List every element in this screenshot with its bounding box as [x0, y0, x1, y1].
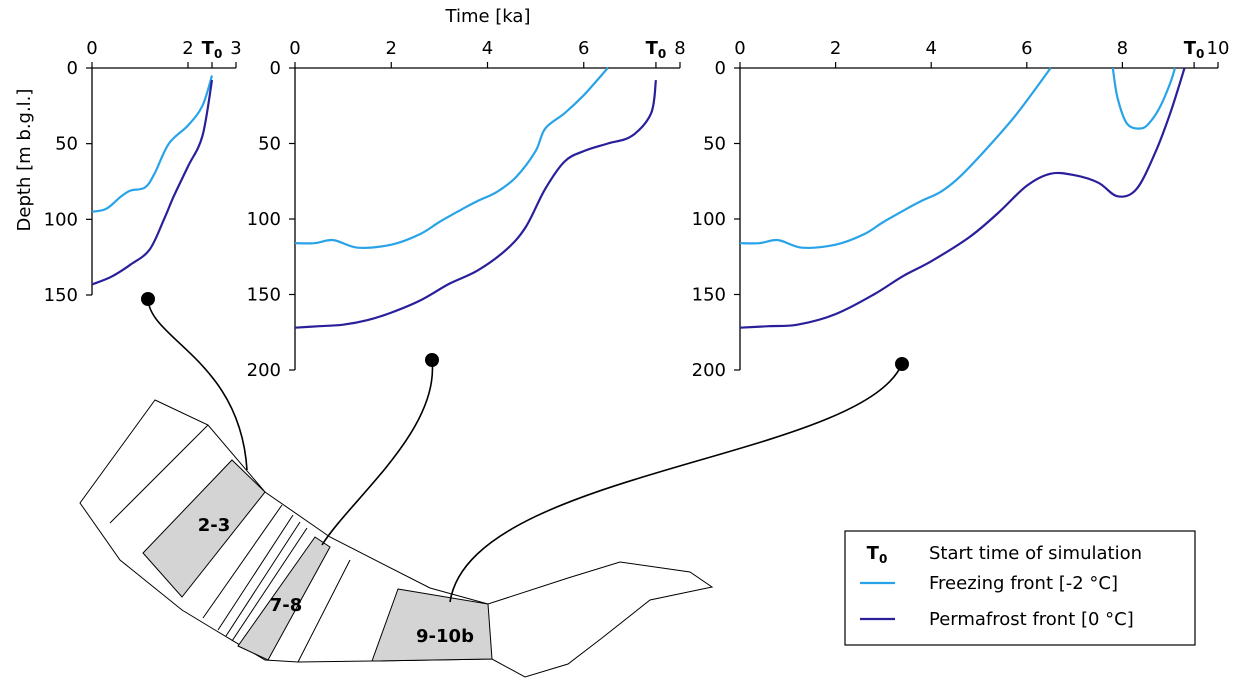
permafrost-front-line: [91, 79, 214, 286]
permafrost-front-line: [294, 79, 657, 329]
t0-label: T0: [646, 38, 667, 61]
x-tick-label: 0: [734, 38, 745, 59]
connector-line-7-8: [321, 359, 434, 546]
connector-dot-2-3: [141, 292, 155, 306]
y-tick-label: 50: [258, 134, 281, 155]
freezing-front-line: [1111, 67, 1177, 130]
x-tick-label: 8: [674, 38, 685, 59]
legend-t0-symbol: T0: [867, 543, 888, 566]
section-line: [202, 504, 283, 619]
connector-line-9-10b: [449, 363, 903, 603]
x-tick-label: 4: [925, 38, 936, 59]
y-tick-label: 150: [44, 285, 78, 306]
time-axis-title: Time [ka]: [445, 6, 531, 27]
section-line: [225, 521, 301, 637]
y-tick-label: 200: [692, 360, 726, 381]
t0-label: T0: [202, 38, 223, 61]
y-tick-label: 100: [247, 209, 281, 230]
section-line: [109, 424, 209, 524]
valley-map: 2-3 7-8 9-10b: [79, 399, 714, 678]
connector-dot-7-8: [425, 353, 439, 367]
section-line: [231, 527, 308, 642]
connector-line-2-3: [147, 298, 248, 471]
legend: T0 Start time of simulation Freezing fro…: [844, 530, 1196, 646]
x-tick-label: 2: [830, 38, 841, 59]
connector-dot-9-10b: [895, 357, 909, 371]
x-tick-label: 6: [1021, 38, 1032, 59]
region-label: 9-10b: [416, 626, 474, 647]
freezing-front-line: [91, 75, 214, 213]
legend-box: [844, 530, 1196, 646]
y-tick-label: 0: [270, 58, 281, 79]
connectors: [141, 292, 909, 603]
y-tick-label: 0: [715, 58, 726, 79]
x-tick-label: 10: [1207, 38, 1230, 59]
y-tick-label: 100: [44, 209, 78, 230]
y-tick-label: 200: [247, 360, 281, 381]
region-7-8-area: [237, 536, 331, 661]
chart-panel-2-3: 0 2 3 T0 0 50 100 150: [44, 38, 242, 306]
depth-axis-title: Depth [m b.g.l.]: [14, 89, 35, 232]
x-tick-label: 2: [182, 38, 193, 59]
x-tick-label: 6: [578, 38, 589, 59]
region-2-3-area: [142, 459, 266, 598]
t0-label: T0: [1184, 38, 1205, 61]
y-tick-label: 100: [692, 209, 726, 230]
freezing-front-line: [739, 67, 1052, 249]
chart-panel-7-8: 0 2 4 6 8 T0 0 50 100 150 200: [247, 38, 686, 381]
freezing-front-line: [294, 67, 609, 249]
y-tick-label: 150: [247, 285, 281, 306]
x-tick-label: 2: [386, 38, 397, 59]
legend-t0-text: Start time of simulation: [929, 543, 1142, 564]
section-line: [297, 559, 351, 663]
region-label: 2-3: [198, 515, 231, 536]
permafrost-front-line: [739, 67, 1186, 329]
section-line: [217, 514, 294, 631]
region-label: 7-8: [270, 595, 303, 616]
x-tick-label: 0: [289, 38, 300, 59]
x-tick-label: 0: [86, 38, 97, 59]
legend-freezing-text: Freezing front [-2 °C]: [929, 573, 1118, 594]
x-tick-label: 3: [230, 38, 241, 59]
x-tick-label: 8: [1117, 38, 1128, 59]
y-tick-label: 50: [55, 134, 78, 155]
x-tick-label: 4: [482, 38, 493, 59]
region-9-10b-area: [371, 588, 493, 662]
y-tick-label: 0: [67, 58, 78, 79]
legend-permafrost-text: Permafrost front [0 °C]: [929, 609, 1134, 630]
y-tick-label: 50: [703, 134, 726, 155]
y-tick-label: 150: [692, 285, 726, 306]
